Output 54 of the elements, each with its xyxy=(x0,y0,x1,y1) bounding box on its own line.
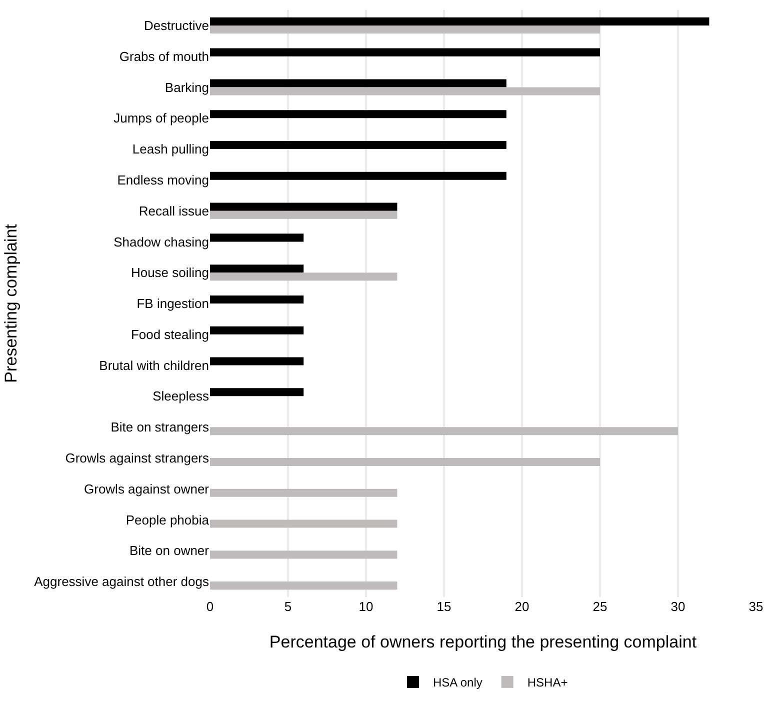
bar xyxy=(210,357,304,366)
y-tick-label: Barking xyxy=(164,80,209,95)
bar xyxy=(210,202,398,211)
y-tick-label: Growls against strangers xyxy=(65,450,210,466)
bar xyxy=(210,272,398,281)
bar xyxy=(210,87,600,96)
legend-label: HSHA+ xyxy=(527,676,568,690)
y-tick-label: Jumps of people xyxy=(114,110,209,126)
y-tick-label: Food stealing xyxy=(130,326,209,342)
bar xyxy=(210,550,398,559)
bar xyxy=(210,210,398,219)
y-tick-label: People phobia xyxy=(126,512,210,528)
y-tick-label: Endless moving xyxy=(117,172,209,188)
y-tick-label: Recall issue xyxy=(138,203,209,218)
y-tick-label: Bite on owner xyxy=(130,543,210,558)
bar xyxy=(210,488,398,497)
y-tick-label: FB ingestion xyxy=(136,296,209,312)
x-tick-label: 15 xyxy=(436,599,452,614)
bar xyxy=(210,326,304,334)
bar xyxy=(210,427,678,436)
y-tick-label: Aggressive against other dogs xyxy=(34,574,210,590)
bar xyxy=(210,48,600,56)
y-tick-label: Sleepless xyxy=(152,388,210,404)
legend-label: HSA only xyxy=(433,676,482,690)
x-tick-label: 10 xyxy=(358,599,374,614)
y-tick-label: Brutal with children xyxy=(99,358,209,373)
bar xyxy=(210,234,304,242)
y-tick-label: Growls against owner xyxy=(84,481,210,496)
bar xyxy=(210,25,600,34)
x-tick-label: 30 xyxy=(670,599,686,614)
bar xyxy=(210,458,600,466)
x-axis-title: Percentage of owners reporting the presenting complaint xyxy=(269,632,697,652)
bar xyxy=(210,110,506,118)
bar xyxy=(210,264,304,273)
bar xyxy=(210,172,506,180)
y-axis-title: Presenting complaint xyxy=(2,224,21,383)
x-tick-label: 0 xyxy=(206,599,214,614)
x-tick-label: 5 xyxy=(284,599,292,614)
y-tick-label: Grabs of mouth xyxy=(119,48,209,64)
bar xyxy=(210,140,506,150)
y-tick-label: Leash pulling xyxy=(132,142,209,157)
bar xyxy=(210,520,398,528)
bar xyxy=(210,295,304,304)
bar xyxy=(210,388,304,396)
x-tick-label: 25 xyxy=(592,599,608,614)
bar xyxy=(210,79,506,88)
x-tick-label: 35 xyxy=(748,599,764,614)
x-tick-label: 20 xyxy=(514,599,530,614)
y-tick-label: Destructive xyxy=(144,18,209,33)
y-tick-label: Shadow chasing xyxy=(114,234,209,250)
y-tick-label: Bite on strangers xyxy=(110,420,210,435)
bar xyxy=(210,582,398,590)
bar xyxy=(210,17,710,26)
y-tick-label: House soiling xyxy=(130,265,209,280)
